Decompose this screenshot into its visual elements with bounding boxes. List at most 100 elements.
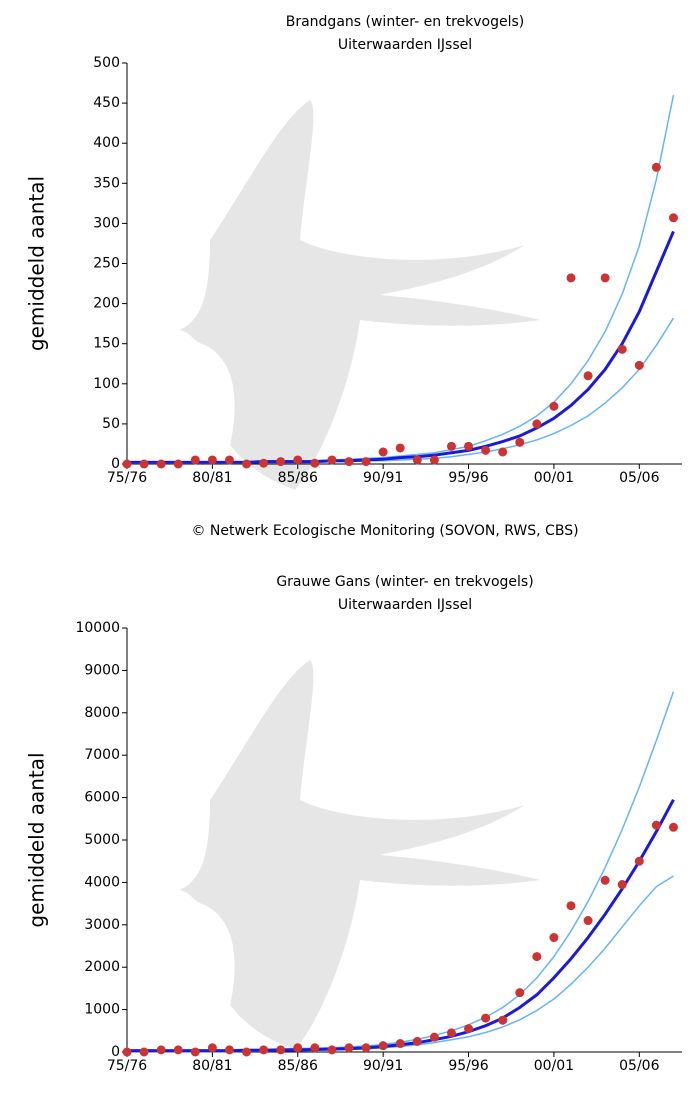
data-point bbox=[464, 1024, 474, 1034]
y-tick-label: 250 bbox=[93, 256, 120, 272]
data-point bbox=[583, 371, 593, 381]
data-point bbox=[173, 1045, 183, 1055]
data-point bbox=[310, 1043, 320, 1053]
data-point bbox=[173, 459, 183, 469]
data-point bbox=[207, 1043, 217, 1053]
data-point bbox=[395, 1039, 405, 1049]
y-tick-label: 0 bbox=[111, 456, 120, 472]
x-tick-label: 80/81 bbox=[192, 470, 232, 486]
data-point bbox=[242, 1047, 252, 1057]
x-tick-label: 05/06 bbox=[619, 470, 659, 486]
data-point bbox=[395, 443, 405, 453]
y-tick-label: 350 bbox=[93, 175, 120, 191]
data-point bbox=[617, 880, 627, 890]
data-point bbox=[310, 458, 320, 468]
data-point bbox=[668, 822, 678, 832]
data-point bbox=[651, 820, 661, 830]
x-tick-label: 75/76 bbox=[107, 1058, 147, 1074]
data-point bbox=[549, 933, 559, 943]
data-point bbox=[224, 1045, 234, 1055]
data-point bbox=[412, 1036, 422, 1046]
data-point bbox=[378, 1041, 388, 1051]
data-point bbox=[156, 459, 166, 469]
x-tick-label: 00/01 bbox=[534, 470, 574, 486]
chart-subtitle: Uiterwaarden IJssel bbox=[338, 37, 472, 53]
data-point bbox=[498, 447, 508, 457]
x-tick-label: 00/01 bbox=[534, 1058, 574, 1074]
data-point bbox=[634, 360, 644, 370]
y-tick-label: 1000 bbox=[84, 1002, 120, 1018]
y-tick-label: 100 bbox=[93, 376, 120, 392]
y-tick-label: 5000 bbox=[84, 832, 120, 848]
data-point bbox=[122, 459, 132, 469]
data-point bbox=[600, 875, 610, 885]
x-tick-label: 80/81 bbox=[192, 1058, 232, 1074]
data-point bbox=[259, 458, 269, 468]
bird-silhouette bbox=[180, 660, 540, 1050]
y-tick-label: 4000 bbox=[84, 874, 120, 890]
x-tick-label: 95/96 bbox=[448, 470, 488, 486]
data-point bbox=[344, 1043, 354, 1053]
data-point bbox=[549, 401, 559, 411]
y-tick-label: 150 bbox=[93, 336, 120, 352]
y-tick-label: 9000 bbox=[84, 662, 120, 678]
data-point bbox=[156, 1045, 166, 1055]
chart-title: Grauwe Gans (winter- en trekvogels) bbox=[276, 574, 533, 590]
y-tick-label: 8000 bbox=[84, 705, 120, 721]
data-point bbox=[224, 455, 234, 465]
data-point bbox=[532, 419, 542, 429]
data-point bbox=[617, 344, 627, 354]
data-point bbox=[464, 441, 474, 451]
y-tick-label: 200 bbox=[93, 296, 120, 312]
data-point bbox=[412, 455, 422, 465]
data-point bbox=[498, 1015, 508, 1025]
data-point bbox=[566, 901, 576, 911]
data-point bbox=[139, 1047, 149, 1057]
bird-silhouette bbox=[180, 100, 540, 490]
data-point bbox=[515, 437, 525, 447]
data-point bbox=[361, 1043, 371, 1053]
y-tick-label: 300 bbox=[93, 215, 120, 231]
data-point bbox=[139, 459, 149, 469]
x-tick-label: 05/06 bbox=[619, 1058, 659, 1074]
data-point bbox=[378, 447, 388, 457]
source-note: © Netwerk Ecologische Monitoring (SOVON,… bbox=[191, 523, 578, 539]
y-axis-label: gemiddeld aantal bbox=[25, 752, 49, 927]
data-point bbox=[259, 1045, 269, 1055]
y-tick-label: 50 bbox=[102, 416, 120, 432]
x-tick-label: 90/91 bbox=[363, 470, 403, 486]
trend-line bbox=[127, 230, 675, 464]
x-tick-label: 90/91 bbox=[363, 1058, 403, 1074]
y-tick-label: 500 bbox=[93, 55, 120, 71]
data-point bbox=[481, 445, 491, 455]
data-point bbox=[361, 457, 371, 467]
data-point bbox=[276, 1045, 286, 1055]
y-tick-label: 2000 bbox=[84, 959, 120, 975]
x-tick-label: 85/86 bbox=[278, 470, 318, 486]
y-tick-label: 450 bbox=[93, 95, 120, 111]
data-point bbox=[668, 213, 678, 223]
data-point bbox=[327, 1045, 337, 1055]
data-point bbox=[429, 455, 439, 465]
data-point bbox=[634, 856, 644, 866]
y-tick-label: 0 bbox=[111, 1044, 120, 1060]
data-point bbox=[481, 1013, 491, 1023]
data-point bbox=[583, 916, 593, 926]
y-tick-label: 10000 bbox=[75, 620, 120, 636]
y-tick-label: 6000 bbox=[84, 790, 120, 806]
y-tick-label: 3000 bbox=[84, 917, 120, 933]
data-point bbox=[515, 988, 525, 998]
data-point bbox=[446, 1028, 456, 1038]
data-point bbox=[190, 1047, 200, 1057]
data-point bbox=[276, 457, 286, 467]
data-point bbox=[122, 1047, 132, 1057]
data-point bbox=[190, 455, 200, 465]
chart-title: Brandgans (winter- en trekvogels) bbox=[286, 14, 525, 30]
x-tick-label: 85/86 bbox=[278, 1058, 318, 1074]
y-tick-label: 400 bbox=[93, 135, 120, 151]
data-point bbox=[566, 273, 576, 283]
data-point bbox=[446, 441, 456, 451]
data-point bbox=[429, 1032, 439, 1042]
